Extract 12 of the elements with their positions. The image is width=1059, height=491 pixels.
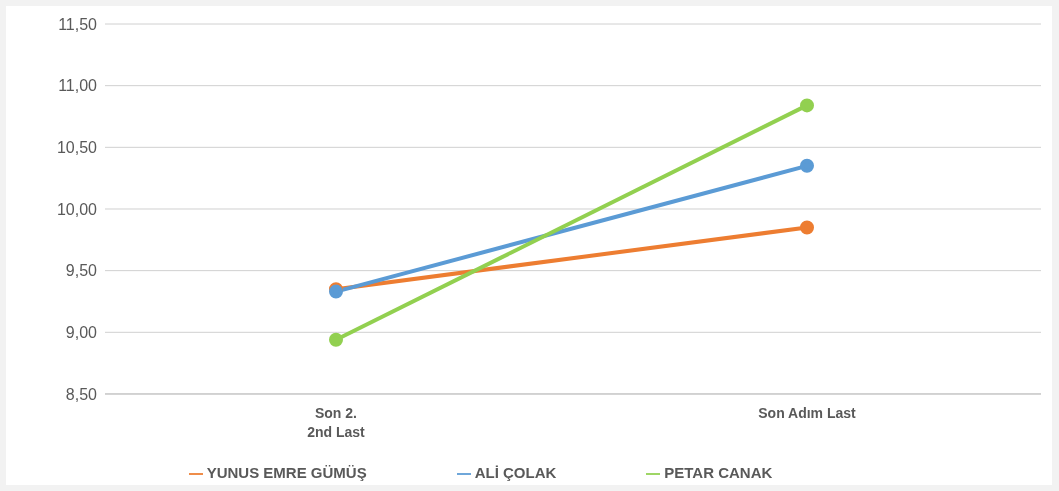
y-tick-label: 10,00 [56,200,98,218]
x-tick-label: Son 2. 2nd Last [307,404,366,440]
legend-label: PETAR CANAK [664,463,773,481]
y-tick-label: 9,00 [65,323,98,341]
y-tick-label: 8,50 [65,385,98,403]
legend-label: YUNUS EMRE GÜMÜŞ [206,463,367,481]
y-tick-label: 10,50 [56,139,98,156]
y-tick-label: 11,50 [58,15,98,33]
y-tick-label: 9,50 [65,262,98,280]
y-tick-label: 11,00 [58,77,98,95]
legend-label: ALİ ÇOLAK [474,463,557,481]
x-tick-label: Son Adım Last [758,404,857,421]
